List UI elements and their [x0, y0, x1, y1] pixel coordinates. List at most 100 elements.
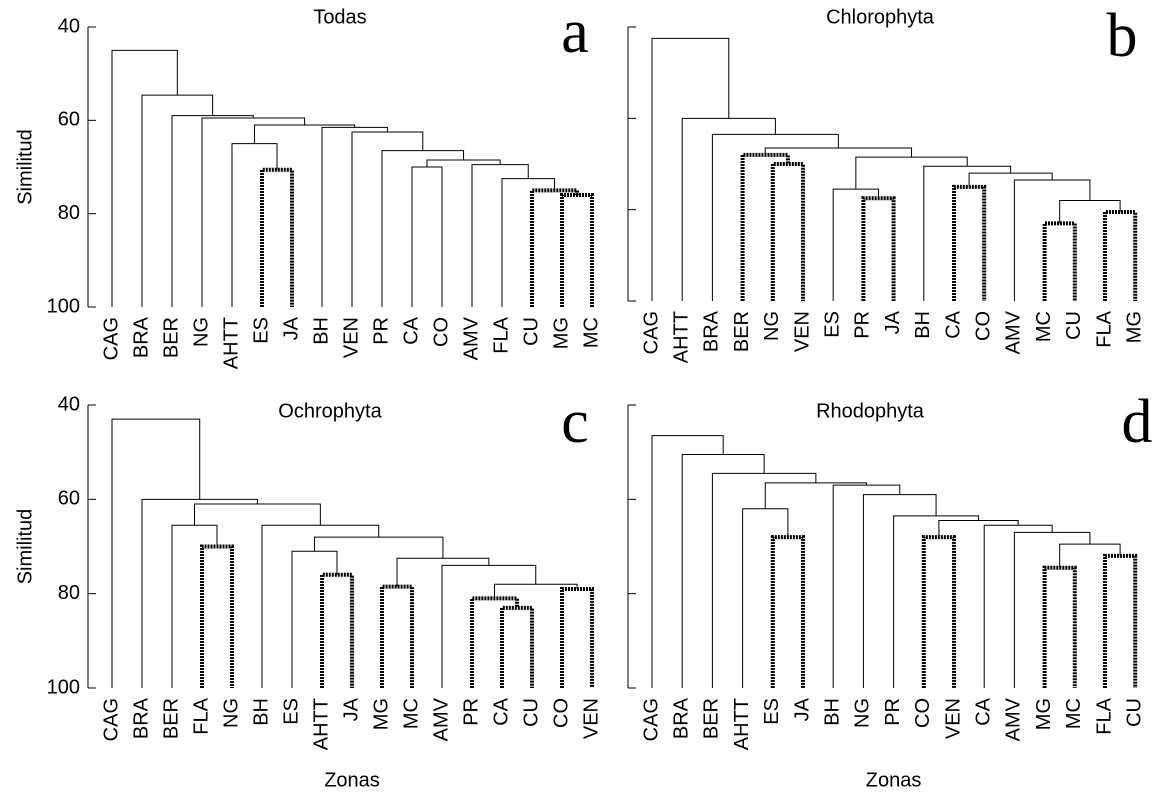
leaf-label: JA: [280, 316, 302, 340]
leaf-label: NG: [190, 317, 212, 347]
leaf-label: BH: [821, 698, 843, 726]
y-tick-label: 100: [47, 295, 80, 317]
leaf-label: CU: [520, 698, 542, 727]
dendrogram-link: [1013, 179, 1091, 301]
leaf-label: MC: [400, 698, 422, 729]
leaf-label: CU: [1123, 698, 1145, 727]
dendrogram-link: [500, 605, 534, 688]
dendrogram-link: [681, 117, 776, 301]
dendrogram-link: [1103, 553, 1138, 688]
leaf-label: PR: [370, 317, 392, 345]
dendrogram-link: [1042, 565, 1077, 688]
dendrogram-link: [651, 435, 724, 688]
leaf-label: BER: [731, 311, 753, 352]
dendrogram-link: [396, 557, 490, 587]
dendrogram-link: [1059, 200, 1121, 224]
dendrogram-link: [651, 37, 730, 301]
dendrogram-link: [441, 564, 537, 688]
leaf-label: JA: [791, 697, 813, 721]
dendrogram-link: [171, 115, 254, 307]
dendrogram-link: [314, 536, 444, 559]
leaf-label: CU: [1063, 311, 1085, 340]
dendrogram-link: [855, 156, 968, 190]
dendrogram-link: [742, 508, 789, 688]
panel-letter: d: [1122, 388, 1153, 456]
dendrogram-link: [560, 193, 594, 307]
leaf-label: FLA: [190, 697, 212, 734]
leaf-label: MG: [1123, 311, 1145, 343]
dendrogram-link: [1042, 221, 1077, 301]
dendrogram-link: [260, 167, 294, 307]
dendrogram-link: [411, 166, 443, 307]
dendrogram-link: [471, 164, 529, 307]
chart-title: Rhodophyta: [816, 400, 925, 422]
leaf-label: MG: [1033, 698, 1055, 730]
leaf-label: BRA: [130, 316, 152, 358]
leaf-label: AHTT: [670, 311, 692, 363]
dendrogram-link: [764, 482, 867, 509]
leaf-label: CA: [972, 697, 994, 725]
dendrogram-link: [426, 159, 501, 167]
y-axis-label: Similitud: [14, 129, 36, 205]
leaf-label: CO: [912, 698, 934, 728]
leaf-label: BRA: [130, 697, 152, 739]
dendrogram-link: [740, 152, 790, 301]
leaf-label: CAG: [640, 311, 662, 354]
dendrogram-link: [111, 49, 178, 307]
leaf-label: BER: [160, 317, 182, 358]
x-axis-label: Zonas: [324, 769, 380, 791]
dendrogram-link: [194, 503, 321, 526]
leaf-label: PR: [460, 698, 482, 726]
dendrogram-link: [494, 583, 578, 599]
leaf-label: MC: [580, 317, 602, 348]
leaf-label: VEN: [791, 311, 813, 352]
dendrogram-link: [921, 535, 956, 688]
leaf-label: NG: [761, 311, 783, 341]
leaf-label: BRA: [701, 310, 723, 352]
dendrogram-link: [832, 484, 901, 688]
dendrogram-link: [862, 494, 937, 688]
leaf-label: FLA: [490, 316, 512, 353]
leaf-label: VEN: [340, 317, 362, 358]
dendrogram-link: [711, 133, 839, 301]
dendrogram-link: [560, 586, 594, 688]
leaf-label: CO: [550, 698, 572, 728]
leaf-label: AHTT: [220, 317, 242, 369]
y-tick-label: 80: [58, 202, 80, 224]
leaf-label: AHTT: [731, 698, 753, 750]
leaf-label: JA: [882, 310, 904, 334]
chart-title: Todas: [313, 6, 366, 28]
leaf-label: BH: [310, 317, 332, 345]
leaf-label: CAG: [640, 698, 662, 741]
leaf-label: CA: [490, 697, 512, 725]
y-tick-label: 40: [58, 15, 80, 37]
leaf-label: CO: [430, 317, 452, 347]
panel-letter: a: [561, 0, 589, 66]
dendrogram-link: [141, 498, 258, 688]
leaf-label: MC: [1033, 311, 1055, 342]
leaf-label: BH: [912, 311, 934, 339]
leaf-label: CAG: [100, 317, 122, 360]
leaf-label: BH: [250, 698, 272, 726]
x-axis-label: Zonas: [866, 769, 922, 791]
y-axis-label: Similitud: [14, 509, 36, 585]
leaf-label: BER: [160, 698, 182, 739]
leaf-label: AMV: [430, 697, 452, 741]
leaf-label: VEN: [580, 698, 602, 739]
leaf-label: CO: [972, 311, 994, 341]
dendrogram-link: [530, 188, 579, 307]
dendrogram-link: [291, 550, 338, 688]
leaf-label: CU: [520, 317, 542, 346]
dendrogram-link: [231, 143, 278, 307]
leaf-label: PR: [852, 311, 874, 339]
dendrogram-link: [832, 188, 879, 301]
leaf-label: AMV: [1003, 310, 1025, 354]
dendrogram-link: [770, 162, 805, 301]
dendrogram-link: [983, 524, 1053, 688]
leaf-label: FLA: [1093, 310, 1115, 347]
dendrogram-link: [764, 147, 913, 158]
y-tick-label: 80: [58, 582, 80, 604]
panel-letter: c: [561, 388, 589, 456]
leaf-label: MG: [370, 698, 392, 730]
